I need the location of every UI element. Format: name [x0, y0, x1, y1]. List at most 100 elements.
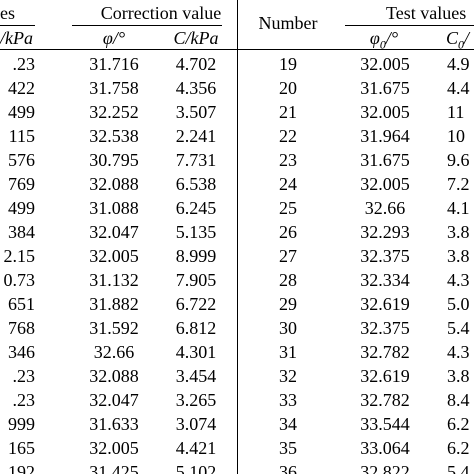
number-cell: 29: [279, 294, 297, 314]
header-group-rule-correction: [72, 25, 222, 26]
phi-correction-cell: 31.132: [89, 270, 139, 290]
phi-correction-cell: 32.66: [93, 342, 135, 362]
phi-correction-cell: 32.005: [89, 438, 139, 458]
left-c-test-cell: 499: [8, 102, 35, 122]
phi-correction-cell: 32.005: [89, 246, 139, 266]
c-correction-cell: 6.245: [175, 198, 217, 218]
c-correction-cell: 4.421: [175, 438, 217, 458]
number-cell: 34: [279, 414, 297, 434]
phi-correction-cell: 32.088: [89, 366, 139, 386]
phi-correction-cell: 32.047: [89, 222, 139, 242]
number-cell: 35: [279, 438, 297, 458]
left-c-test-cell: 115: [8, 126, 35, 146]
c0-test-cell: 4.3: [447, 270, 470, 290]
c0-test-cell: 3.8: [447, 366, 470, 386]
c-correction-cell: 7.731: [175, 150, 217, 170]
c-correction-cell: 4.301: [175, 342, 217, 362]
phi-correction-cell: 31.882: [89, 294, 139, 314]
c-correction-cell: 4.702: [175, 54, 217, 74]
c-correction-cell: 6.812: [175, 318, 217, 338]
left-c-test-cell: 384: [8, 222, 35, 242]
phi-correction-cell: 31.425: [89, 462, 139, 474]
c0-test-cell: 7.2: [447, 174, 470, 194]
phi0-test-cell: 32.005: [360, 174, 410, 194]
phi-correction-cell: 31.088: [89, 198, 139, 218]
c-correction-cell: 2.241: [175, 126, 217, 146]
phi0-test-cell: 32.334: [360, 270, 410, 290]
phi0-test-cell: 32.782: [360, 390, 410, 410]
c-correction-cell: 6.538: [175, 174, 217, 194]
phi0-test-label: φ0/°: [369, 28, 399, 52]
left-c-test-cell: .23: [12, 390, 36, 410]
phi0-test-cell: 33.064: [360, 438, 410, 458]
phi0-test-cell: 32.005: [360, 102, 410, 122]
number-cell: 33: [279, 390, 297, 410]
left-c-test-cell: .23: [12, 366, 36, 386]
c0-test-cell: 5.0: [447, 294, 470, 314]
c0-test-cell: 8.4: [447, 390, 470, 410]
c-correction-label: C/kPa: [173, 28, 219, 48]
number-cell: 36: [279, 462, 297, 474]
left-c-test-cell: 192: [8, 462, 35, 474]
left-c-test-cell: 768: [8, 318, 35, 338]
c0-test-cell: 4.4: [447, 78, 470, 98]
c-correction-cell: 3.454: [175, 366, 217, 386]
phi0-test-cell: 31.964: [360, 126, 410, 146]
c0-test-label: C0/: [446, 28, 470, 52]
c0-test-cell: 11: [447, 102, 465, 122]
phi-correction-cell: 32.538: [89, 126, 139, 146]
phi-correction-label: φ/°: [102, 28, 126, 48]
c0-test-cell: 9.6: [447, 150, 470, 170]
left-c-test-cell: 769: [8, 174, 35, 194]
c0-test-cell: 6.2: [447, 438, 470, 458]
left-c-test-cell: 576: [8, 150, 35, 170]
number-cell: 28: [279, 270, 297, 290]
c-correction-cell: 7.905: [175, 270, 217, 290]
phi-correction-cell: 32.047: [89, 390, 139, 410]
number-cell: 22: [279, 126, 297, 146]
number-cell: 19: [279, 54, 297, 74]
left-c-test-cell: 499: [8, 198, 35, 218]
number-cell: 26: [279, 222, 297, 242]
number-cell: 24: [279, 174, 297, 194]
number-cell: 31: [279, 342, 297, 362]
left-c-test-cell: 165: [8, 438, 35, 458]
left-c-test-cell: 0.73: [3, 270, 36, 290]
c0-test-cell: 5.4: [447, 462, 470, 474]
number-cell: 32: [279, 366, 297, 386]
phi0-test-cell: 31.675: [360, 78, 410, 98]
phi0-test-cell: 32.66: [364, 198, 406, 218]
phi0-test-cell: 32.293: [360, 222, 410, 242]
c-correction-cell: 8.999: [175, 246, 217, 266]
header-group-rule-left: [0, 25, 35, 26]
number-cell: 20: [279, 78, 297, 98]
c0-test-cell: 3.8: [447, 222, 470, 242]
left-c-test-cell: 422: [8, 78, 35, 98]
phi-correction-cell: 31.592: [89, 318, 139, 338]
phi0-test-cell: 33.544: [360, 414, 410, 434]
c-correction-cell: 5.102: [175, 462, 217, 474]
c0-test-cell: 4.9: [447, 54, 470, 74]
c0-test-cell: 4.3: [447, 342, 470, 362]
number-cell: 30: [279, 318, 297, 338]
phi0-test-cell: 32.782: [360, 342, 410, 362]
c-correction-cell: 6.722: [175, 294, 217, 314]
phi0-test-cell: 32.619: [360, 294, 410, 314]
number-title: Number: [258, 13, 318, 33]
left-c-test-cell: 999: [8, 414, 35, 434]
phi-correction-cell: 32.252: [89, 102, 139, 122]
phi-correction-cell: 31.716: [89, 54, 139, 74]
left-c-test-cell: 651: [8, 294, 35, 314]
phi0-test-cell: 32.822: [360, 462, 410, 474]
correction-value-title: Correction value: [100, 3, 222, 23]
c-correction-cell: 5.135: [175, 222, 217, 242]
left-c-test-cell: .23: [12, 54, 36, 74]
number-cell: 23: [279, 150, 297, 170]
phi-correction-cell: 30.795: [89, 150, 139, 170]
phi0-test-cell: 31.675: [360, 150, 410, 170]
c-correction-cell: 4.356: [175, 78, 217, 98]
phi0-test-cell: 32.375: [360, 318, 410, 338]
phi-correction-cell: 31.633: [89, 414, 139, 434]
right-test-values-title: Test values: [386, 3, 467, 23]
